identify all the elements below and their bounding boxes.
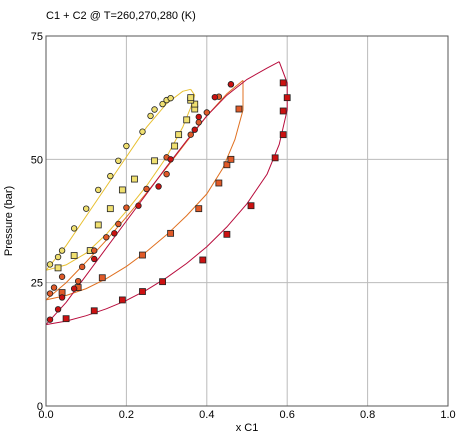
dew-point-280 bbox=[279, 131, 287, 139]
bubble-point-270 bbox=[91, 247, 98, 254]
chart-title: C1 + C2 @ T=260,270,280 (K) bbox=[46, 10, 196, 22]
dew-point-280 bbox=[62, 315, 70, 323]
bubble-point-260 bbox=[123, 142, 130, 150]
dew-point-270 bbox=[223, 161, 231, 169]
bubble-point-260 bbox=[147, 112, 154, 120]
dew-point-270 bbox=[227, 155, 235, 163]
dew-point-260 bbox=[70, 252, 78, 259]
bubble-point-270 bbox=[163, 170, 170, 178]
y-tick-label: 0 bbox=[37, 401, 43, 413]
bubble-point-270 bbox=[74, 277, 82, 285]
bubble-point-280 bbox=[211, 93, 219, 101]
y-tick-label: 25 bbox=[31, 278, 43, 290]
dew-point-270 bbox=[215, 179, 223, 187]
bubble-point-260 bbox=[46, 261, 54, 268]
bubble-point-260 bbox=[159, 100, 166, 108]
bubble-point-280 bbox=[195, 113, 202, 121]
bubble-point-270 bbox=[115, 220, 122, 228]
dew-point-280 bbox=[247, 202, 255, 210]
tick-labels: 0.0 0.2 0.4 0.6 0.8 1.0 0 25 50 75 bbox=[31, 31, 456, 421]
dew-point-260 bbox=[94, 221, 102, 229]
dew-point-280 bbox=[223, 230, 231, 238]
bubble-point-280 bbox=[167, 156, 174, 163]
dew-point-280 bbox=[139, 288, 146, 295]
bubble-point-260 bbox=[167, 94, 174, 102]
bubble-point-280 bbox=[91, 255, 98, 263]
bubble-point-280 bbox=[135, 202, 142, 209]
dew-point-260 bbox=[175, 131, 183, 139]
bubble-point-260 bbox=[58, 247, 66, 254]
bubble-point-280 bbox=[58, 294, 66, 301]
point-layer bbox=[46, 79, 291, 323]
dew-point-260 bbox=[171, 142, 179, 150]
x-tick-label: 0.2 bbox=[119, 409, 134, 421]
y-tick-label: 50 bbox=[31, 154, 43, 166]
bubble-point-260 bbox=[82, 205, 90, 212]
dew-point-270 bbox=[167, 229, 175, 237]
dew-point-280 bbox=[118, 296, 126, 304]
x-tick-label: 0.6 bbox=[280, 409, 295, 421]
bubble-point-270 bbox=[103, 234, 110, 241]
dew-point-260 bbox=[131, 175, 138, 183]
x-axis-label: x C1 bbox=[236, 422, 259, 434]
x-tick-label: 0.4 bbox=[199, 409, 214, 421]
bubble-point-260 bbox=[70, 225, 78, 232]
dew-point-260 bbox=[54, 264, 62, 272]
bubble-point-280 bbox=[70, 285, 78, 292]
dew-point-280 bbox=[283, 94, 291, 102]
bubble-point-270 bbox=[58, 273, 66, 280]
dew-point-260 bbox=[183, 116, 191, 124]
y-axis-label: Pressure (bar) bbox=[3, 186, 15, 256]
dew-curve-270 bbox=[45, 80, 244, 301]
dew-point-270 bbox=[139, 251, 146, 259]
bubble-point-280 bbox=[191, 126, 198, 133]
dew-point-280 bbox=[159, 278, 166, 286]
bubble-point-260 bbox=[151, 106, 158, 113]
bubble-point-270 bbox=[195, 119, 202, 126]
dew-point-260 bbox=[151, 157, 158, 165]
dew-point-260 bbox=[187, 94, 195, 102]
plot-frame bbox=[45, 35, 449, 407]
bubble-point-270 bbox=[143, 185, 150, 193]
bubble-curve-260 bbox=[45, 88, 191, 271]
bubble-point-280 bbox=[155, 183, 162, 190]
bubble-point-280 bbox=[46, 316, 54, 323]
dew-point-270 bbox=[195, 205, 203, 213]
dew-point-280 bbox=[279, 107, 287, 115]
bubble-point-280 bbox=[227, 81, 235, 88]
dew-point-260 bbox=[118, 186, 126, 194]
bubble-curve-280 bbox=[45, 61, 280, 325]
x-tick-label: 0.8 bbox=[360, 409, 375, 421]
plot-area bbox=[46, 36, 448, 406]
bubble-point-270 bbox=[78, 263, 86, 271]
dew-point-270 bbox=[98, 274, 106, 282]
bubble-point-280 bbox=[111, 230, 118, 237]
bubble-point-270 bbox=[50, 284, 58, 291]
bubble-point-270 bbox=[187, 131, 194, 138]
dew-point-280 bbox=[90, 307, 98, 315]
y-tick-label: 75 bbox=[31, 31, 43, 43]
dew-point-260 bbox=[191, 100, 199, 108]
dew-point-280 bbox=[271, 154, 279, 162]
dew-point-280 bbox=[279, 79, 287, 87]
x-tick-label: 1.0 bbox=[440, 409, 455, 421]
bubble-point-260 bbox=[115, 157, 122, 165]
x-tick-label: 0.0 bbox=[38, 409, 53, 421]
dew-point-270 bbox=[235, 105, 243, 113]
dew-point-280 bbox=[199, 256, 207, 264]
bubble-point-280 bbox=[54, 306, 62, 313]
bubble-point-260 bbox=[107, 172, 114, 180]
bubble-point-260 bbox=[95, 186, 102, 194]
bubble-point-260 bbox=[54, 253, 62, 261]
bubble-point-270 bbox=[203, 109, 210, 116]
bubble-point-270 bbox=[46, 290, 54, 297]
bubble-point-270 bbox=[123, 204, 130, 211]
dew-point-260 bbox=[106, 205, 114, 213]
bubble-point-260 bbox=[139, 128, 146, 135]
